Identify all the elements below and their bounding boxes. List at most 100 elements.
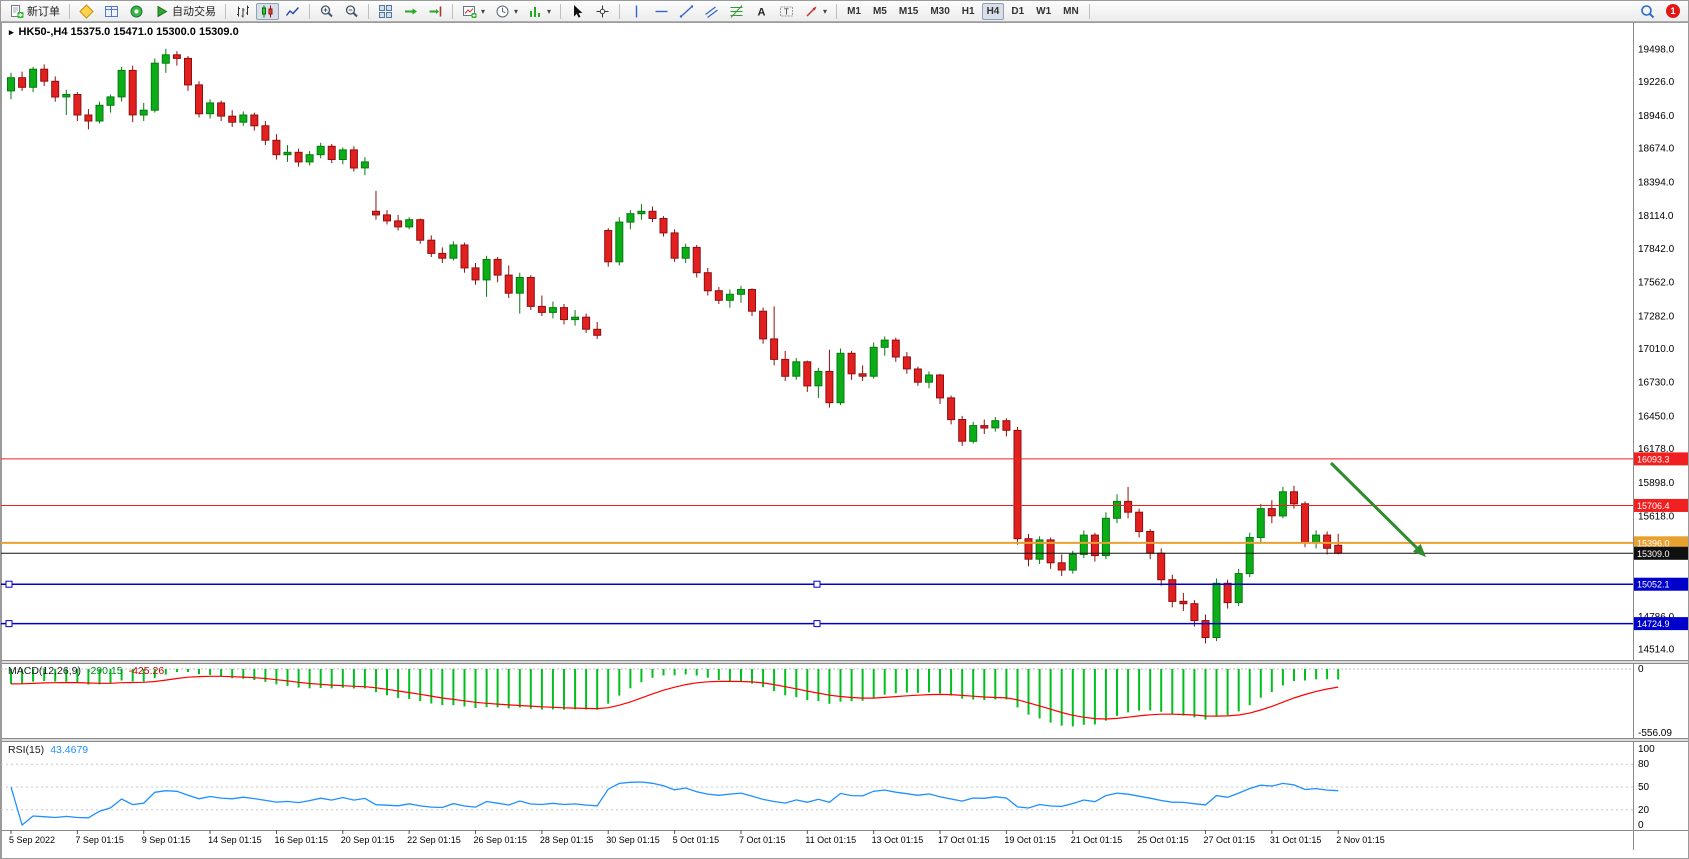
chart-title-text: HK50-,H4 15375.0 15471.0 15300.0 15309.0	[18, 26, 239, 38]
channel-tool-button[interactable]	[700, 3, 723, 20]
new-order-icon	[11, 4, 24, 18]
timeframe-m1-button[interactable]: M1	[847, 5, 861, 17]
horizontal-line-tool-button[interactable]	[650, 3, 673, 20]
svg-text:0: 0	[1638, 664, 1644, 675]
expert-advisors-button[interactable]	[125, 3, 148, 20]
crosshair-tool-button[interactable]	[591, 3, 614, 20]
hline-15052.1[interactable]: 15052.1	[1, 577, 1689, 591]
svg-text:16450.0: 16450.0	[1638, 411, 1675, 422]
line-chart-mode-button[interactable]	[281, 3, 304, 20]
timeframe-m30-button[interactable]: M30	[930, 5, 950, 17]
hline-14724.9[interactable]: 14724.9	[1, 617, 1689, 631]
hline-15706.4[interactable]: 15706.4	[1, 498, 1689, 512]
dropdown-caret-icon: ▾	[823, 6, 828, 16]
toolbar-separator	[560, 3, 562, 19]
notification-badge[interactable]: 1	[1666, 4, 1680, 18]
fibonacci-tool-button[interactable]	[725, 3, 748, 20]
metaeditor-icon	[79, 3, 94, 19]
hline-15396.0[interactable]: 15396.0	[1, 536, 1689, 550]
trendline-icon	[679, 4, 694, 18]
chart-marker-icon: ▸	[9, 26, 14, 37]
toolbar-separator	[836, 3, 838, 19]
time-axis[interactable]: 5 Sep 2022 7 Sep 01:15 9 Sep 01:15 14 Sep 0…	[9, 830, 1385, 845]
svg-text:100: 100	[1638, 744, 1655, 755]
svg-text:28 Sep 01:15: 28 Sep 01:15	[540, 835, 594, 845]
search-button[interactable]	[1636, 3, 1659, 20]
line-chart-icon	[285, 6, 300, 16]
svg-text:18394.0: 18394.0	[1638, 177, 1675, 188]
main-toolbar: 新订单 自动交易	[1, 1, 1688, 22]
indicators-button[interactable]: ▾	[524, 3, 555, 20]
svg-text:15706.4: 15706.4	[1637, 501, 1670, 511]
macd-main-value: -290.15	[86, 665, 123, 677]
candlestick-mode-button[interactable]	[256, 2, 279, 20]
svg-text:80: 80	[1638, 759, 1650, 770]
data-window-button[interactable]	[100, 3, 123, 20]
arrows-tool-button[interactable]: ▾	[800, 3, 831, 20]
expert-advisors-icon	[130, 5, 143, 17]
timeframe-m5-button[interactable]: M5	[872, 5, 887, 17]
svg-text:16 Sep 01:15: 16 Sep 01:15	[274, 835, 328, 845]
timeframe-h1-button[interactable]: H1	[961, 5, 975, 17]
fibonacci-icon	[730, 4, 743, 18]
timeframe-d1-button[interactable]: D1	[1011, 5, 1025, 17]
tile-windows-button[interactable]	[374, 3, 397, 20]
chart-shift-button[interactable]	[424, 3, 447, 20]
rsi-indicator-label: RSI(15) 43.4679	[8, 744, 88, 756]
svg-text:18946.0: 18946.0	[1638, 111, 1675, 122]
autotrading-button[interactable]: 自动交易	[150, 3, 220, 20]
zoom-in-button[interactable]	[315, 3, 338, 20]
svg-text:19498.0: 19498.0	[1638, 45, 1675, 56]
text-tool-button[interactable]: A	[750, 3, 773, 20]
arrow-tool-icon	[806, 6, 817, 17]
svg-text:30 Sep 01:15: 30 Sep 01:15	[606, 835, 660, 845]
svg-text:50: 50	[1638, 782, 1650, 793]
periods-button[interactable]: ▾	[491, 3, 522, 20]
new-order-button[interactable]: 新订单	[5, 3, 64, 20]
trendline-tool-button[interactable]	[675, 3, 698, 20]
timeframe-w1-button[interactable]: W1	[1036, 5, 1052, 17]
autotrading-label: 自动交易	[172, 6, 216, 18]
svg-text:2 Nov 01:15: 2 Nov 01:15	[1336, 835, 1385, 845]
timeframe-m15-button[interactable]: M15	[898, 5, 919, 17]
bar-chart-mode-button[interactable]	[231, 3, 254, 20]
macd-label-text: MACD(12,26,9)	[8, 665, 81, 677]
svg-text:15309.0: 15309.0	[1637, 549, 1670, 559]
svg-text:17562.0: 17562.0	[1638, 278, 1675, 289]
zoom-out-button[interactable]	[340, 3, 363, 20]
toolbar-separator	[452, 3, 453, 19]
metaeditor-button[interactable]	[75, 3, 98, 20]
search-icon	[1641, 4, 1655, 18]
svg-text:17282.0: 17282.0	[1638, 311, 1675, 322]
svg-text:9 Sep 01:15: 9 Sep 01:15	[142, 835, 191, 845]
svg-text:A: A	[758, 6, 766, 18]
candlestick-chart-icon	[262, 5, 273, 17]
text-label-tool-button[interactable]: T	[775, 3, 798, 20]
cursor-icon	[574, 4, 583, 18]
svg-text:20 Sep 01:15: 20 Sep 01:15	[341, 835, 395, 845]
new-chart-button[interactable]: ▾	[458, 3, 489, 20]
auto-scroll-button[interactable]	[399, 3, 422, 20]
data-window-icon	[105, 5, 118, 17]
price-axis[interactable]: 19498.0 19226.0 18946.0 18674.0 18394.0 18114…	[1638, 45, 1675, 656]
zoom-in-icon	[320, 4, 333, 17]
dropdown-caret-icon: ▾	[481, 6, 486, 16]
indicators-icon	[530, 6, 541, 17]
timeframe-h4-button[interactable]: H4	[981, 2, 1005, 20]
trend-arrow[interactable]	[1329, 461, 1426, 557]
text-label-icon: T	[780, 6, 794, 16]
hline-15309.0[interactable]: 15309.0	[1, 546, 1689, 560]
cursor-tool-button[interactable]	[566, 3, 589, 20]
timeframe-mn-button[interactable]: MN	[1063, 5, 1079, 17]
dropdown-caret-icon: ▾	[547, 6, 552, 16]
clock-icon	[496, 5, 509, 17]
hline-16093.3[interactable]: 16093.3	[1, 452, 1689, 466]
chart-canvas[interactable]: 19498.0 19226.0 18946.0 18674.0 18394.0 18114…	[1, 22, 1689, 859]
macd-signal-line	[10, 675, 1339, 720]
vertical-line-tool-button[interactable]	[625, 3, 648, 20]
dropdown-caret-icon: ▾	[514, 6, 519, 16]
vertical-line-icon	[635, 5, 638, 17]
svg-text:20: 20	[1638, 805, 1650, 816]
svg-text:7 Oct 01:15: 7 Oct 01:15	[739, 835, 786, 845]
bar-chart-icon	[237, 5, 249, 17]
